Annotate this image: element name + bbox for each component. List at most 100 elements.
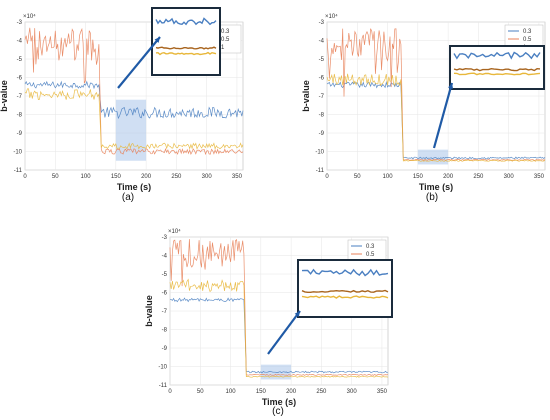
y-exponent-label: ×10⁴ <box>325 13 338 20</box>
zoom-inset <box>297 259 393 318</box>
x-tick-label: 300 <box>347 389 358 395</box>
y-tick-label: -10 <box>13 150 22 156</box>
x-axis-label: Time (s) <box>262 397 296 407</box>
panel-caption: (b) <box>426 192 438 203</box>
y-tick-label: -11 <box>159 383 168 389</box>
legend-label: 0.3 <box>523 29 532 35</box>
x-tick-label: 0 <box>23 174 27 180</box>
zoom-arrow-head <box>154 37 160 43</box>
inset-line-0.5 <box>155 46 217 50</box>
y-tick-label: -8 <box>162 328 168 334</box>
y-tick-label: -5 <box>17 57 23 63</box>
x-tick-label: 150 <box>111 174 122 180</box>
x-tick-label: 350 <box>377 389 388 395</box>
x-tick-label: 50 <box>52 174 59 180</box>
series-line-1 <box>24 88 244 150</box>
y-exponent-label: ×10⁴ <box>23 13 36 20</box>
y-tick-label: -6 <box>162 291 168 297</box>
x-tick-label: 200 <box>286 389 297 395</box>
legend-label: 0.3 <box>366 244 375 250</box>
x-tick-label: 250 <box>171 174 182 180</box>
y-tick-label: -7 <box>17 94 23 100</box>
series-line-0.5 <box>326 28 546 161</box>
x-tick-label: 300 <box>504 174 515 180</box>
highlight-window <box>417 149 449 165</box>
x-tick-label: 50 <box>197 389 204 395</box>
inset-line-0.3 <box>301 268 389 277</box>
y-tick-label: -3 <box>17 20 23 26</box>
x-tick-label: 100 <box>226 389 237 395</box>
y-tick-label: -5 <box>162 272 168 278</box>
series-line-1 <box>326 73 546 162</box>
y-tick-label: -4 <box>17 39 23 45</box>
zoom-inset <box>151 7 221 76</box>
x-tick-label: 350 <box>232 174 243 180</box>
x-tick-label: 100 <box>383 174 394 180</box>
y-tick-label: -9 <box>17 131 23 137</box>
y-tick-label: -6 <box>17 76 23 82</box>
legend-label: 0.5 <box>523 37 532 43</box>
series-line-0.3 <box>24 80 244 120</box>
y-tick-label: -4 <box>162 254 168 260</box>
x-tick-label: 300 <box>202 174 213 180</box>
inset-line-1 <box>301 295 389 299</box>
zoom-arrow <box>267 310 301 355</box>
y-exponent-label: ×10⁴ <box>168 228 181 235</box>
x-axis-label: Time (s) <box>117 182 151 192</box>
y-tick-label: -4 <box>319 39 325 45</box>
y-tick-label: -8 <box>319 113 325 119</box>
inset-line-0.5 <box>453 67 541 72</box>
y-tick-label: -10 <box>315 150 324 156</box>
y-tick-label: -8 <box>17 113 23 119</box>
y-tick-label: -11 <box>316 168 325 174</box>
legend-label: 0.5 <box>366 252 375 258</box>
x-tick-label: 250 <box>473 174 484 180</box>
inset-line-0.3 <box>155 17 217 26</box>
legend-label: 0.3 <box>221 29 230 35</box>
panel-caption: (c) <box>272 406 284 417</box>
x-tick-label: 0 <box>325 174 329 180</box>
y-tick-label: -5 <box>319 57 325 63</box>
x-axis-label: Time (s) <box>419 182 453 192</box>
y-tick-label: -9 <box>319 131 325 137</box>
x-tick-label: 150 <box>413 174 424 180</box>
y-tick-label: -10 <box>158 365 167 371</box>
x-tick-label: 200 <box>141 174 152 180</box>
series-line-0.5 <box>24 27 244 156</box>
series-line-0.3 <box>326 81 546 160</box>
x-tick-label: 0 <box>168 389 172 395</box>
y-tick-label: -9 <box>162 346 168 352</box>
inset-line-1 <box>453 72 541 76</box>
inset-line-0.3 <box>453 51 541 60</box>
y-tick-label: -6 <box>319 76 325 82</box>
series-line-0.3 <box>169 297 389 374</box>
y-tick-label: -3 <box>319 20 325 26</box>
x-tick-label: 50 <box>354 174 361 180</box>
legend-label: 1 <box>221 45 225 51</box>
zoom-arrow <box>432 82 454 149</box>
zoom-arrow-head <box>448 83 454 89</box>
panel-caption: (a) <box>122 192 134 203</box>
zoom-arrow <box>117 36 161 89</box>
x-tick-label: 350 <box>534 174 545 180</box>
chart-panel-a: -3 -4 -5 -6 -7 -8 -9 -10 -110 50 100 150 200 250 300 35… <box>0 7 244 203</box>
chart-panel-c: -3 -4 -5 -6 -7 -8 -9 -10 -110 50 100 150 200 250 300 35… <box>144 228 393 417</box>
legend-label: 0.5 <box>221 37 230 43</box>
y-tick-label: -7 <box>319 94 325 100</box>
inset-line-0.5 <box>301 289 389 293</box>
zoom-arrow-head <box>294 311 300 317</box>
y-axis-label: b-value <box>301 80 311 112</box>
y-axis-label: b-value <box>144 295 154 327</box>
y-tick-label: -3 <box>162 235 168 241</box>
chart-panel-b: -3 -4 -5 -6 -7 -8 -9 -10 -110 50 100 150 200 250 300 35… <box>301 13 546 203</box>
x-tick-label: 250 <box>316 389 327 395</box>
series-line-0.5 <box>169 239 389 376</box>
y-axis-label: b-value <box>0 80 9 112</box>
inset-line-1 <box>155 51 217 56</box>
x-tick-label: 100 <box>81 174 92 180</box>
x-tick-label: 150 <box>256 389 267 395</box>
x-tick-label: 200 <box>443 174 454 180</box>
series-line-1 <box>169 278 389 378</box>
y-tick-label: -11 <box>14 168 23 174</box>
